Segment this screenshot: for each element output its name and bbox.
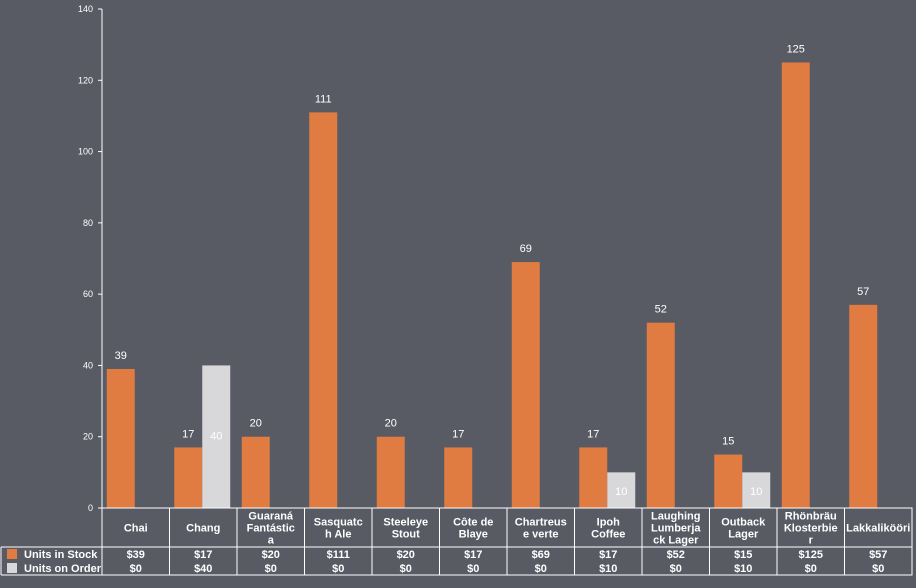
table-value: $0 <box>535 563 547 575</box>
bar-units-on-order <box>742 472 771 508</box>
table-value: $57 <box>869 549 887 561</box>
bar-value-label: 111 <box>315 93 332 105</box>
category-label: Sasquatc h Ale <box>314 517 363 541</box>
category-label: Laughing Lumberja ck Lager <box>651 511 701 547</box>
y-tick-label: 0 <box>88 503 93 513</box>
legend-swatch <box>7 549 17 559</box>
y-tick-label: 40 <box>83 360 93 370</box>
bar-value-label: 125 <box>787 43 805 55</box>
table-value: $111 <box>327 549 350 561</box>
table-value: $0 <box>872 563 884 575</box>
category-label: Lakkalikööri <box>846 523 910 535</box>
y-tick-label: 140 <box>78 4 93 14</box>
table-value: $69 <box>532 549 550 561</box>
table-value: $0 <box>805 563 817 575</box>
bar-units-in-stock <box>714 454 743 508</box>
table-value: $17 <box>464 549 482 561</box>
table-value: $20 <box>262 549 280 561</box>
table-value: $40 <box>194 563 212 575</box>
bar-value-label: 40 <box>210 430 222 442</box>
y-tick-label: 120 <box>78 75 93 85</box>
bar-units-in-stock <box>646 322 675 508</box>
table-value: $52 <box>667 549 685 561</box>
table-value: $15 <box>734 549 752 561</box>
bar-value-label: 52 <box>655 304 667 316</box>
table-value: $125 <box>799 549 823 561</box>
table-value: $20 <box>397 549 415 561</box>
table-value: $17 <box>194 549 212 561</box>
category-label: Guaraná Fantástic a <box>247 511 295 547</box>
legend-label: Units on Order <box>24 563 102 575</box>
table-value: $0 <box>400 563 412 575</box>
y-tick-label: 20 <box>83 432 93 442</box>
bar-units-on-order <box>607 472 636 508</box>
table-value: $0 <box>130 563 142 575</box>
bars <box>106 62 878 508</box>
table-value: $0 <box>332 563 344 575</box>
bar-units-in-stock <box>376 436 405 508</box>
table-value: $17 <box>599 549 617 561</box>
bar-units-in-stock <box>106 368 135 508</box>
bar-value-label: 69 <box>520 243 532 255</box>
bar-units-in-stock <box>849 304 878 508</box>
y-axis: 0 20 40 60 80 100 120 140 <box>78 4 103 513</box>
bar-value-label: 20 <box>250 418 262 430</box>
category-label: Ipoh Coffee <box>591 517 625 541</box>
bar-value-label: 10 <box>750 486 762 498</box>
bar-value-label: 15 <box>722 436 734 448</box>
legend-label: Units in Stock <box>24 549 98 561</box>
bar-units-in-stock <box>241 436 270 508</box>
value-labels: 39 17 40 20 111 20 17 69 17 10 52 15 10 125 57 <box>115 43 870 498</box>
bar-units-in-stock <box>781 62 810 508</box>
category-label: Chai <box>124 523 148 535</box>
bar-units-on-order <box>202 365 231 508</box>
category-label: Steeleye Stout <box>383 517 428 541</box>
y-tick-label: 60 <box>83 289 93 299</box>
bar-value-label: 17 <box>452 428 464 440</box>
table-value: $10 <box>734 563 752 575</box>
bar-value-label: 39 <box>115 350 127 362</box>
bar-units-in-stock <box>579 447 608 508</box>
bar-value-label: 10 <box>615 486 627 498</box>
bar-value-label: 17 <box>182 428 194 440</box>
bar-value-label: 17 <box>587 428 599 440</box>
table-value: $10 <box>599 563 617 575</box>
category-label: Rhönbräu Klosterbie r <box>784 511 838 547</box>
category-label: Outback Lager <box>721 517 766 541</box>
bar-units-in-stock <box>309 112 338 508</box>
category-label: Chartreus e verte <box>515 517 567 541</box>
bar-value-label: 57 <box>857 286 869 298</box>
category-label: Chang <box>186 523 220 535</box>
y-tick-label: 80 <box>83 218 93 228</box>
y-tick-label: 100 <box>78 147 93 157</box>
bar-value-label: 20 <box>385 418 397 430</box>
data-table: Chai Chang Guaraná Fantástic a Sasquatc h Ale S… <box>0 507 913 576</box>
category-label: Côte de Blaye <box>453 517 493 541</box>
bar-units-in-stock <box>444 447 473 508</box>
bar-units-in-stock <box>174 447 203 508</box>
table-value: $0 <box>670 563 682 575</box>
table-value: $39 <box>127 549 145 561</box>
table-value: $0 <box>467 563 479 575</box>
table-value: $0 <box>265 563 277 575</box>
bar-units-in-stock <box>511 262 540 508</box>
legend-swatch <box>7 563 17 573</box>
